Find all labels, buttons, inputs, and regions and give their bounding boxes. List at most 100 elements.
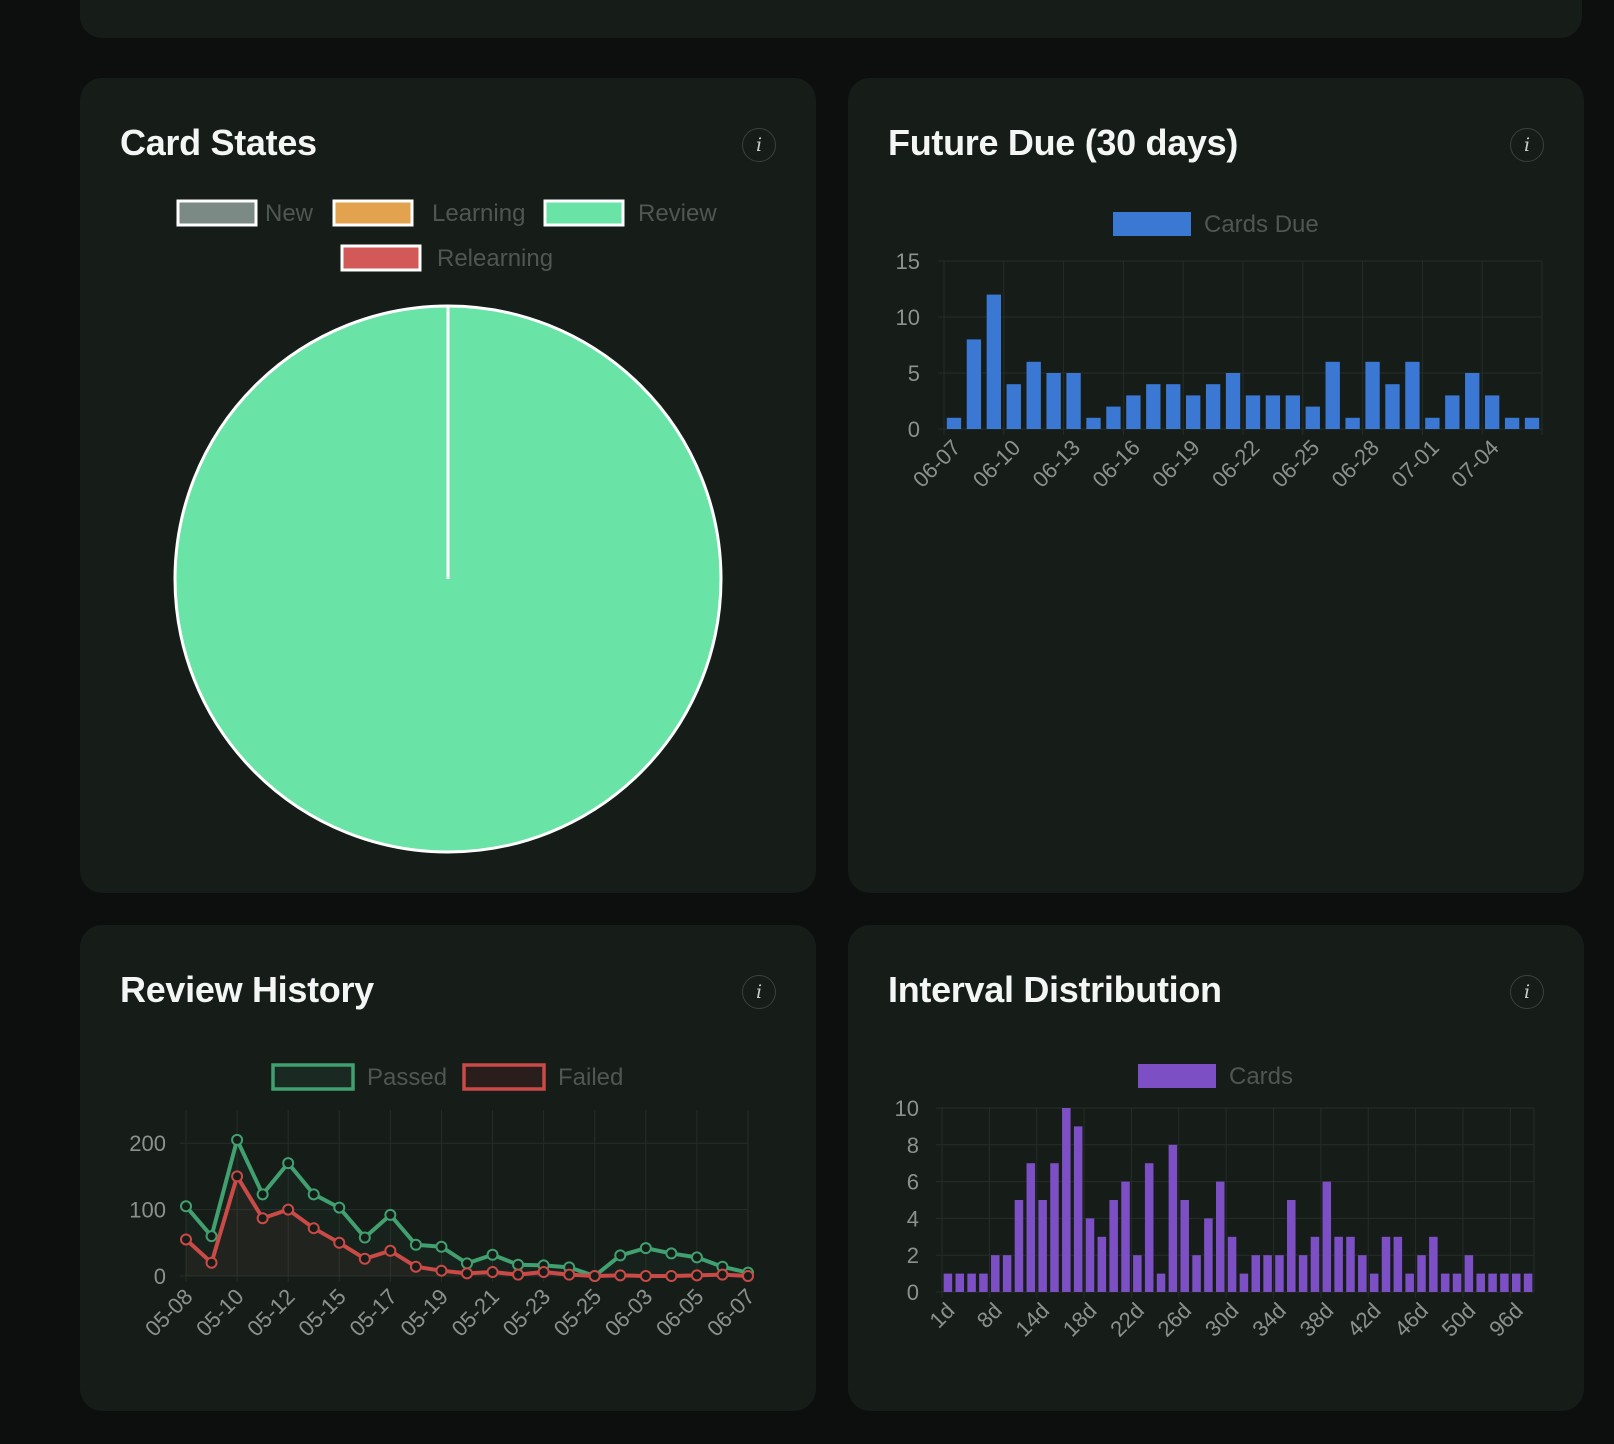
bar-interval (1239, 1273, 1249, 1292)
future-due-title: Future Due (30 days) (888, 122, 1239, 163)
card-states-title: Card States (120, 122, 317, 163)
bar-07-02 (1445, 395, 1460, 429)
bar-06-27 (1345, 417, 1360, 429)
bar-06-29 (1385, 384, 1400, 429)
bar-interval (1144, 1163, 1154, 1292)
bar-interval (1192, 1255, 1201, 1292)
bar-interval (1275, 1255, 1284, 1292)
bar-06-09 (986, 294, 1002, 429)
bar-06-11 (1026, 361, 1041, 429)
point-passed-05-16 (358, 1231, 371, 1244)
bar-interval (967, 1273, 976, 1292)
point-passed-05-11 (256, 1188, 269, 1201)
x-tick-label: 07-04 (1446, 435, 1503, 492)
x-tick-label: 46d (1389, 1298, 1433, 1342)
bar-interval (1062, 1108, 1071, 1292)
review-history-card: Review History i Passed Failed 0 100 200 05-0… (80, 925, 816, 1411)
x-tick-label: 05-19 (396, 1284, 453, 1341)
bar-06-22 (1245, 395, 1261, 429)
x-tick-label: 96d (1484, 1298, 1528, 1342)
bar-interval (1440, 1273, 1450, 1292)
legend-label-cards: Cards (1229, 1063, 1293, 1090)
legend-swatch-learning (332, 199, 414, 227)
y-tick-label: 200 (129, 1131, 166, 1156)
bar-06-24 (1285, 395, 1301, 429)
top-card (80, 0, 1582, 38)
interval-distribution-info-icon[interactable]: i (1510, 975, 1544, 1009)
bar-interval (1168, 1144, 1178, 1292)
point-passed-05-17 (384, 1208, 397, 1221)
point-passed-05-19 (435, 1240, 448, 1253)
bar-interval (1429, 1236, 1438, 1292)
legend-swatch-review (543, 199, 625, 227)
legend-swatch-passed (271, 1063, 355, 1091)
future-due-info-icon[interactable]: i (1510, 128, 1544, 162)
point-failed-05-22 (512, 1268, 525, 1281)
bar-06-16 (1126, 395, 1141, 429)
x-tick-label: 06-13 (1028, 435, 1085, 492)
bar-interval (1038, 1200, 1047, 1292)
bar-07-03 (1465, 373, 1480, 429)
point-failed-05-20 (461, 1267, 473, 1280)
bar-06-10 (1006, 384, 1021, 429)
point-passed-05-13 (307, 1188, 320, 1201)
x-tick-label: 42d (1342, 1298, 1386, 1342)
x-tick-label: 06-22 (1207, 435, 1264, 492)
x-tick-label: 06-07 (702, 1284, 759, 1341)
y-tick-label: 6 (907, 1170, 919, 1195)
legend-label-failed: Failed (558, 1064, 623, 1091)
bar-interval (943, 1273, 953, 1292)
x-tick-label: 50d (1437, 1298, 1481, 1342)
legend-label-relearning: Relearning (437, 245, 553, 272)
x-tick-label: 38d (1295, 1298, 1339, 1342)
point-failed-05-26 (614, 1269, 627, 1282)
legend-label-learning: Learning (432, 200, 525, 227)
bar-interval (1358, 1255, 1367, 1292)
point-passed-05-09 (205, 1230, 218, 1243)
point-failed-05-08 (180, 1233, 192, 1246)
y-tick-label: 15 (896, 249, 920, 274)
bar-interval (1121, 1181, 1130, 1292)
bar-interval (1452, 1273, 1462, 1292)
bar-interval (1050, 1163, 1059, 1292)
point-failed-05-11 (256, 1212, 269, 1225)
legend-swatch-cards (1138, 1064, 1216, 1088)
bar-06-08 (966, 339, 982, 429)
y-tick-label: 10 (895, 1096, 919, 1121)
bar-interval (1476, 1273, 1485, 1292)
x-tick-label: 05-15 (293, 1284, 350, 1341)
x-tick-label: 1d (924, 1298, 959, 1333)
y-tick-label: 8 (907, 1133, 919, 1158)
x-tick-label: 8d (972, 1298, 1007, 1333)
bar-interval (1287, 1200, 1296, 1292)
bar-06-19 (1185, 395, 1201, 429)
bar-interval (1500, 1273, 1509, 1292)
point-failed-06-06 (716, 1268, 729, 1281)
bar-interval (1073, 1126, 1083, 1292)
bar-06-30 (1405, 361, 1420, 429)
point-failed-05-25 (588, 1270, 601, 1282)
point-passed-05-08 (180, 1200, 192, 1213)
bar-interval (979, 1273, 988, 1292)
bar-07-06 (1524, 417, 1540, 429)
point-failed-05-09 (205, 1256, 218, 1269)
y-tick-label: 4 (907, 1206, 919, 1231)
card-states-card: Card States i New Learning Review Relearnin… (80, 78, 816, 893)
point-passed-05-26 (614, 1249, 627, 1262)
bar-interval (1014, 1200, 1024, 1292)
bar-interval (1180, 1200, 1189, 1292)
point-failed-05-23 (537, 1266, 550, 1279)
bar-interval (1405, 1273, 1414, 1292)
bar-07-05 (1504, 417, 1520, 429)
bar-06-18 (1166, 384, 1181, 429)
x-tick-label: 05-10 (191, 1284, 248, 1341)
review-history-info-icon[interactable]: i (742, 975, 776, 1009)
future-due-card: Future Due (30 days) i Cards Due 0 5 10 15 06… (848, 78, 1584, 893)
bar-interval (1511, 1273, 1521, 1292)
area-passed (186, 1139, 748, 1276)
bar-interval (1417, 1255, 1426, 1292)
card-states-info-icon[interactable]: i (742, 128, 776, 162)
bar-06-28 (1365, 361, 1380, 429)
point-passed-05-15 (333, 1201, 346, 1214)
bar-interval (955, 1273, 965, 1292)
